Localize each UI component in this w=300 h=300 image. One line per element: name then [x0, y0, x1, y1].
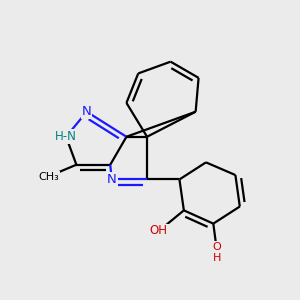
Text: CH₃: CH₃	[38, 172, 59, 182]
Text: H-N: H-N	[55, 130, 77, 143]
Text: O
H: O H	[213, 242, 221, 263]
Text: OH: OH	[150, 224, 168, 238]
Text: N: N	[82, 105, 92, 118]
Text: N: N	[107, 173, 117, 186]
